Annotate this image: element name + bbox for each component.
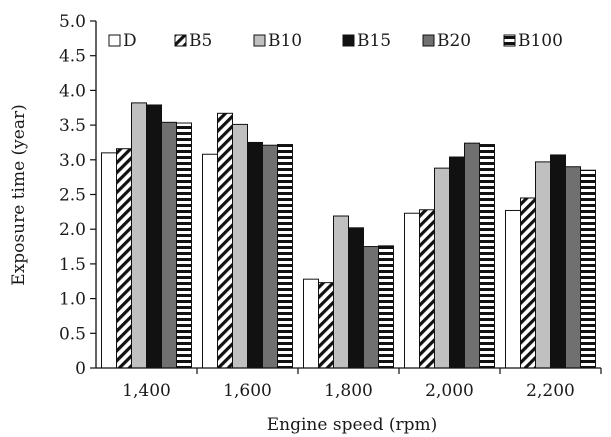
- legend-swatch-b5: [174, 34, 187, 47]
- bar-b10-1400: [131, 102, 147, 369]
- x-tick-label: 1,800: [324, 381, 373, 401]
- bar-b20-2200: [565, 166, 581, 369]
- x-axis-ticks: 1,400 1,600 1,800 2,000 2,200: [122, 368, 602, 401]
- y-axis-title: Exposure time (year): [9, 104, 29, 285]
- bar-b100-1400: [176, 122, 192, 369]
- bar-d-1600: [202, 153, 218, 369]
- x-axis-title: Engine speed (rpm): [267, 415, 438, 435]
- bar-b10-2000: [434, 167, 450, 369]
- x-tick-label: 1,600: [223, 381, 272, 401]
- y-tick-label: 3.0: [59, 151, 86, 171]
- bar-b5-2000: [419, 209, 435, 369]
- legend-label-b20: B20: [437, 31, 471, 51]
- legend-swatch-b10: [253, 34, 266, 47]
- legend-swatch-b15: [342, 34, 355, 47]
- y-tick-label: 4.5: [59, 47, 86, 67]
- x-tick-label: 1,400: [122, 381, 171, 401]
- bar-b15-1800: [348, 227, 364, 369]
- y-tick-label: 2.5: [59, 186, 86, 206]
- y-tick-label: 1.0: [59, 290, 86, 310]
- legend: D B5 B10 B15 B20 B100: [108, 31, 563, 51]
- bar-b100-1800: [378, 245, 394, 369]
- y-tick-label: 5.0: [59, 12, 86, 32]
- bar-b15-1400: [146, 104, 162, 369]
- bar-b100-2200: [580, 169, 596, 369]
- bar-b15-1600: [247, 141, 263, 369]
- bar-d-1800: [303, 278, 319, 369]
- y-tick-label: 0: [75, 359, 86, 379]
- bar-b15-2200: [550, 154, 566, 369]
- legend-label-b5: B5: [189, 31, 212, 51]
- legend-label-b10: B10: [268, 31, 302, 51]
- bar-b5-1400: [116, 148, 132, 369]
- bar-b20-1600: [262, 144, 278, 369]
- bar-d-2200: [505, 209, 521, 369]
- bar-b20-1400: [161, 121, 177, 369]
- axes: [95, 21, 601, 369]
- y-tick-label: 1.5: [59, 255, 86, 275]
- y-tick-label: 2.0: [59, 220, 86, 240]
- bar-b10-1600: [232, 123, 248, 369]
- x-tick-label: 2,000: [425, 381, 474, 401]
- bar-b100-1600: [277, 144, 293, 369]
- legend-swatch-b20: [422, 34, 435, 47]
- y-axis-ticks: 0 0.5 1.0 1.5 2.0 2.5 3.0 3.5 4.0 4.5 5.0: [59, 12, 96, 379]
- bar-b100-2000: [479, 144, 495, 369]
- bar-b10-2200: [535, 161, 551, 369]
- y-tick-label: 3.5: [59, 116, 86, 136]
- legend-swatch-b100: [503, 34, 516, 47]
- bar-b20-2000: [464, 142, 480, 369]
- bar-b5-1800: [318, 282, 334, 369]
- x-tick-label: 2,200: [526, 381, 575, 401]
- y-tick-label: 4.0: [59, 81, 86, 101]
- bar-d-1400: [101, 152, 117, 369]
- legend-label-b100: B100: [518, 31, 563, 51]
- legend-label-b15: B15: [357, 31, 391, 51]
- bar-b5-2200: [520, 197, 536, 369]
- bars-layer: [101, 102, 596, 369]
- bar-b15-2000: [449, 156, 465, 369]
- legend-swatch-d: [108, 34, 121, 47]
- y-tick-label: 0.5: [59, 324, 86, 344]
- bar-b5-1600: [217, 112, 233, 369]
- bar-b20-1800: [363, 246, 379, 369]
- bar-d-2000: [404, 212, 420, 369]
- bar-b10-1800: [333, 215, 349, 369]
- legend-label-d: D: [123, 31, 137, 51]
